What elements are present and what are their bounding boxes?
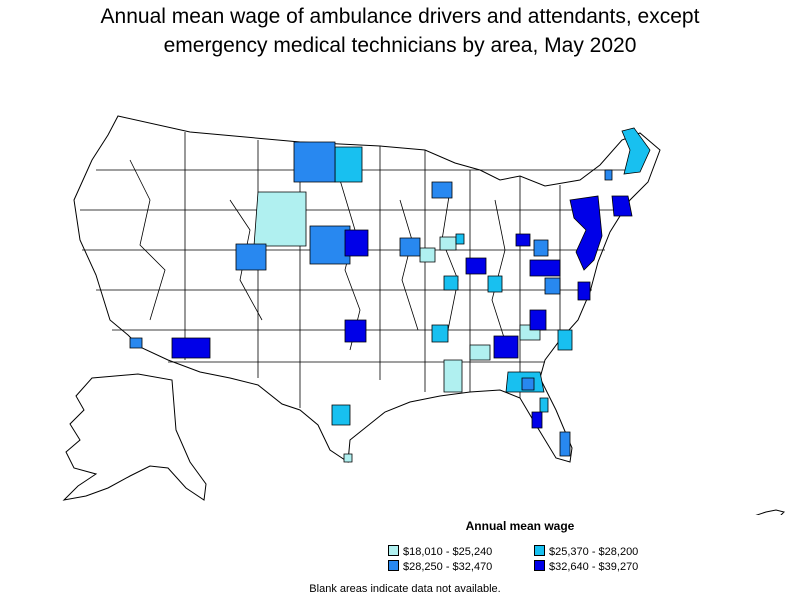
alaska-outline <box>62 373 207 501</box>
hawaii-outline <box>755 509 785 515</box>
us-area-map <box>62 115 785 515</box>
legend-title: Annual mean wage <box>465 519 575 533</box>
title-line-2: emergency medical technicians by area, M… <box>163 34 637 57</box>
area-light <box>331 127 651 426</box>
footnote: Blank areas indicate data not available. <box>309 583 501 595</box>
legend-swatch-4 <box>534 560 545 571</box>
legend-label-4: $32,640 - $39,270 <box>549 561 639 573</box>
legend-item-1: $18,010 - $25,240 <box>388 545 492 558</box>
legend-label-1: $18,010 - $25,240 <box>403 546 493 558</box>
legend-item-4: $32,640 - $39,270 <box>534 560 638 573</box>
legend-item-3: $28,250 - $32,470 <box>388 560 492 573</box>
legend-swatch-1 <box>388 545 399 556</box>
area-medium <box>129 141 613 457</box>
legend-swatch-3 <box>388 560 399 571</box>
legend-item-2: $25,370 - $28,200 <box>534 545 638 558</box>
map-title: Annual mean wage of ambulance drivers an… <box>0 2 800 60</box>
legend-swatch-2 <box>534 545 545 556</box>
region-outlines <box>62 115 785 515</box>
wage-areas <box>129 127 651 463</box>
title-line-1: Annual mean wage of ambulance drivers an… <box>100 5 700 28</box>
area-lightest <box>253 191 541 463</box>
legend-label-3: $28,250 - $32,470 <box>403 561 493 573</box>
area-darkest <box>171 195 633 429</box>
legend-label-2: $25,370 - $28,200 <box>549 546 639 558</box>
